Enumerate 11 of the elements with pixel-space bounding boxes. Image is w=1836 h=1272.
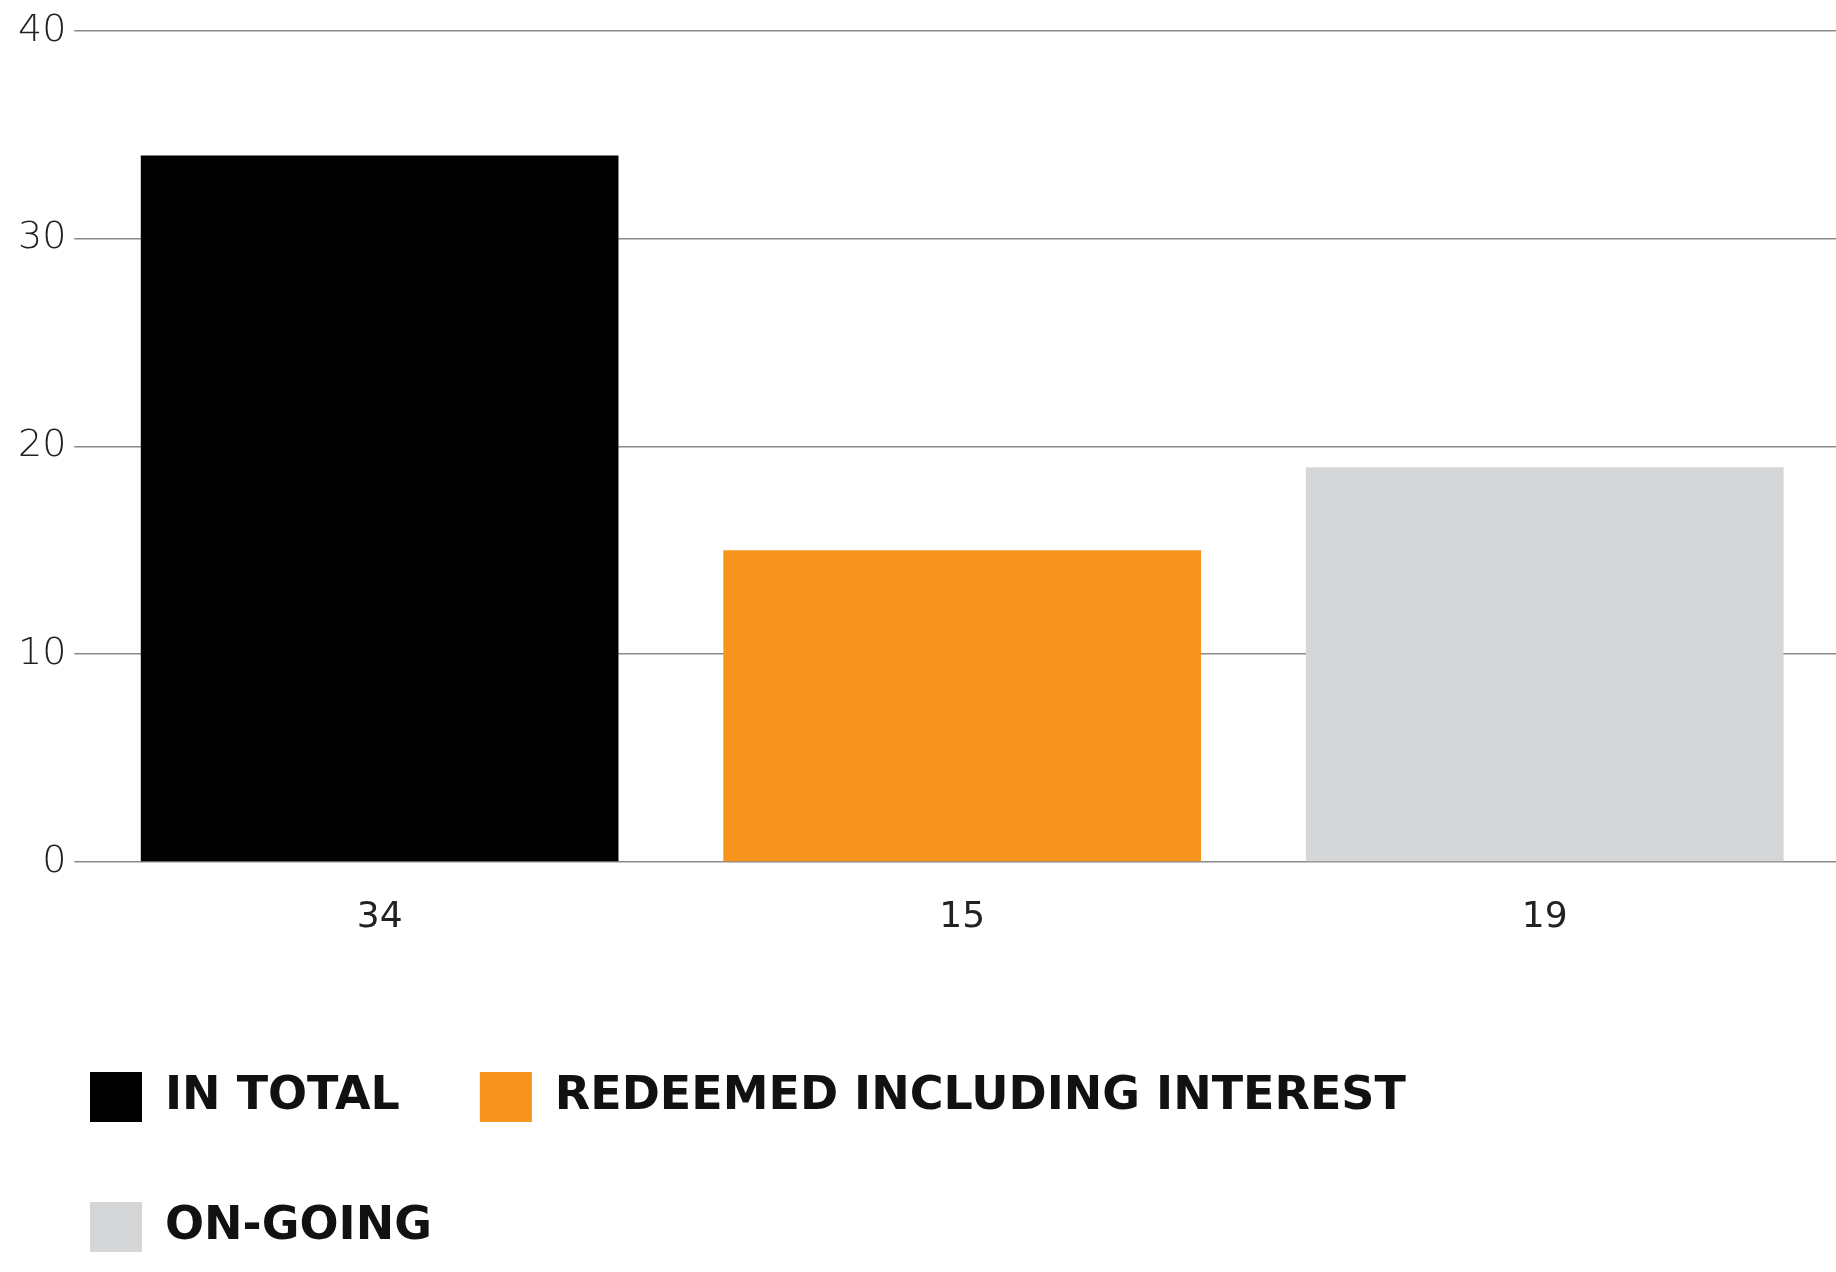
data-label: 19 <box>1521 894 1568 936</box>
y-tick-label: 0 <box>42 836 67 881</box>
legend-label: ON-GOING <box>165 1195 432 1250</box>
y-tick-label: 40 <box>17 5 67 50</box>
y-tick-label: 20 <box>17 421 67 466</box>
y-tick-label: 10 <box>17 629 67 674</box>
data-label: 34 <box>356 894 403 936</box>
y-tick-label: 30 <box>17 213 67 258</box>
legend-label: IN TOTAL <box>165 1065 400 1120</box>
data-label: 15 <box>939 894 986 936</box>
legend-label: REDEEMED INCLUDING INTEREST <box>554 1065 1407 1120</box>
